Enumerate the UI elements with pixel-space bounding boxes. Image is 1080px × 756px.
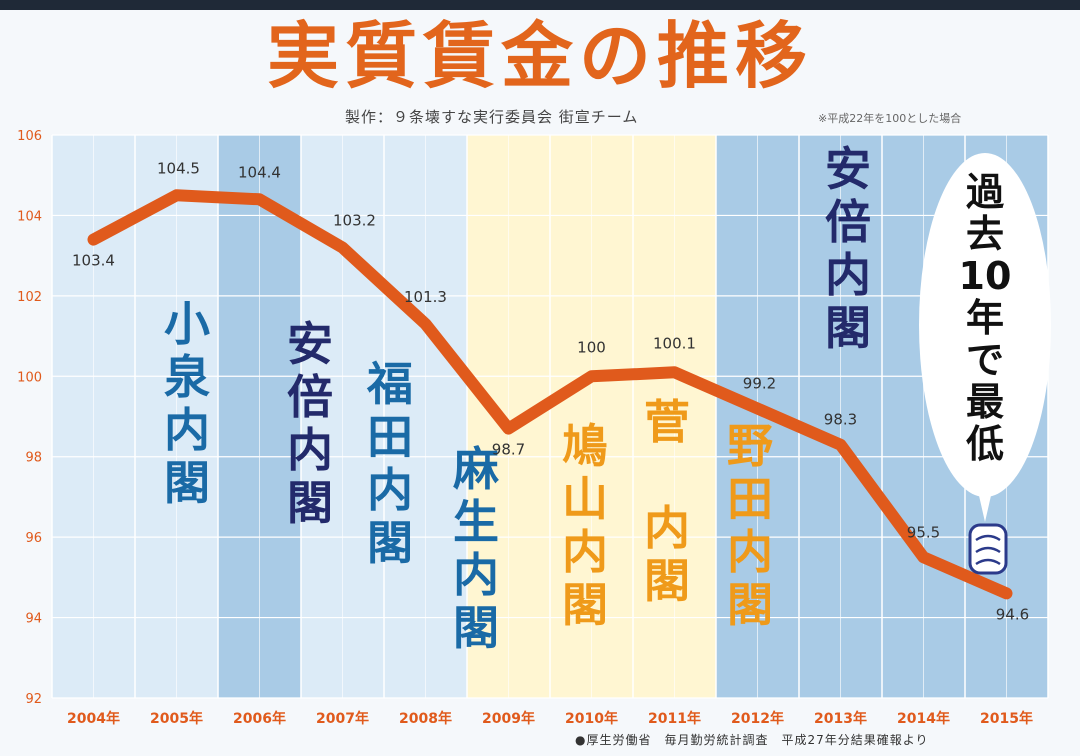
data-point — [587, 372, 596, 381]
cabinet-label: 菅 内閣 — [644, 395, 690, 608]
y-tick-label: 98 — [25, 451, 42, 466]
series-real-wage — [87, 189, 1013, 600]
y-axis: 92 94 96 98 100 102 104 106 — [17, 129, 42, 707]
chart-note: ※平成22年を100とした場合 — [818, 112, 962, 125]
callout-bubble-shape — [919, 153, 1051, 497]
data-label: 104.4 — [238, 163, 281, 181]
y-tick-label: 106 — [17, 129, 42, 144]
x-tick-label: 2008年 — [399, 710, 452, 727]
callout-bubble-tail — [975, 478, 995, 522]
data-label: 94.6 — [996, 605, 1029, 623]
data-label: 103.4 — [72, 252, 115, 270]
data-point — [338, 243, 347, 252]
data-point — [255, 195, 264, 204]
x-tick-label: 2004年 — [67, 710, 120, 727]
data-point — [172, 191, 181, 200]
data-point — [919, 553, 928, 562]
data-point — [753, 404, 762, 413]
y-tick-label: 96 — [25, 531, 42, 546]
cabinet-label: 鳩山内閣 — [562, 419, 608, 632]
data-label: 95.5 — [907, 523, 940, 541]
y-tick-label: 94 — [25, 612, 42, 627]
callout-text: 過去 10 年で最低 — [959, 170, 1012, 466]
data-labels: 103.4 104.5 104.4 103.2 101.3 98.7 100 100.1 99.… — [72, 159, 1029, 623]
cabinet-label: 野田内閣 — [727, 419, 773, 632]
data-label: 98.3 — [824, 411, 857, 429]
chart-title: 実質賃金の推移 — [266, 14, 813, 98]
chart-credit: 製作：９条壊すな実行委員会 街宣チーム — [345, 108, 639, 126]
data-point — [836, 440, 845, 449]
x-tick-label: 2009年 — [482, 710, 535, 727]
y-tick-label: 104 — [17, 209, 42, 224]
pointing-hand-icon — [968, 523, 1008, 575]
data-label: 100.1 — [653, 334, 696, 352]
series-line — [87, 189, 1013, 600]
hand-fingers — [975, 534, 1001, 566]
grid-lines — [51, 134, 1049, 699]
x-tick-label: 2011年 — [648, 710, 701, 727]
data-label: 98.7 — [492, 441, 525, 459]
data-point — [504, 424, 513, 433]
y-tick-label: 102 — [17, 290, 42, 305]
data-point — [1002, 589, 1011, 598]
x-tick-label: 2005年 — [150, 710, 203, 727]
y-tick-label: 100 — [17, 370, 42, 385]
data-label: 104.5 — [157, 159, 200, 177]
cabinet-label: 麻生内閣 — [453, 442, 499, 655]
data-point — [89, 235, 98, 244]
x-tick-label: 2015年 — [980, 710, 1033, 727]
callout-bubble: 過去 10 年で最低 — [919, 153, 1051, 575]
x-axis: 2004年 2005年 2006年 2007年 2008年 2009年 2010年 2011年… — [67, 710, 1033, 727]
data-point — [421, 320, 430, 329]
data-label: 101.3 — [404, 288, 447, 306]
x-tick-label: 2010年 — [565, 710, 618, 727]
cabinet-label: 安倍内閣 — [287, 317, 333, 530]
x-tick-label: 2012年 — [731, 710, 784, 727]
x-tick-label: 2014年 — [897, 710, 950, 727]
cabinet-label: 福田内閣 — [366, 357, 413, 570]
data-source: ●厚生労働省 毎月勤労統計調査 平成27年分結果確報より — [575, 733, 929, 747]
x-tick-label: 2006年 — [233, 710, 286, 727]
cabinet-label: 小泉内閣 — [164, 297, 210, 510]
cabinet-label: 安倍内閣 — [825, 142, 871, 355]
x-tick-label: 2013年 — [814, 710, 867, 727]
data-label: 99.2 — [743, 374, 776, 392]
top-border — [0, 0, 1080, 10]
x-tick-label: 2007年 — [316, 710, 369, 727]
data-point — [670, 368, 679, 377]
y-tick-label: 92 — [25, 692, 42, 707]
data-label: 100 — [577, 338, 606, 356]
data-label: 103.2 — [333, 212, 376, 230]
